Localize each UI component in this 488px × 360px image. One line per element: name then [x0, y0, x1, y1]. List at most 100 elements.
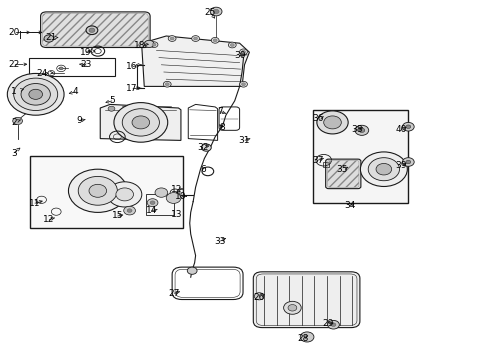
Circle shape: [210, 7, 222, 16]
Circle shape: [300, 332, 313, 342]
Text: 30: 30: [233, 51, 245, 60]
Text: 12: 12: [171, 184, 183, 194]
Circle shape: [13, 117, 22, 125]
Circle shape: [89, 28, 95, 32]
Circle shape: [14, 78, 58, 111]
Text: 35: 35: [336, 165, 347, 174]
Circle shape: [114, 103, 167, 142]
Circle shape: [78, 176, 117, 205]
Circle shape: [213, 39, 217, 42]
Text: 20: 20: [8, 28, 20, 37]
Text: 10: 10: [175, 192, 186, 201]
Circle shape: [191, 36, 199, 41]
Circle shape: [123, 206, 135, 215]
Circle shape: [358, 128, 364, 132]
Bar: [30, 156, 183, 228]
Circle shape: [239, 49, 247, 55]
Polygon shape: [142, 36, 249, 86]
Circle shape: [89, 184, 106, 197]
Circle shape: [166, 193, 181, 203]
Circle shape: [241, 50, 245, 53]
Bar: [29, 58, 115, 76]
Circle shape: [165, 83, 169, 86]
Circle shape: [144, 40, 154, 48]
Text: 14: 14: [145, 206, 157, 215]
Text: 27: 27: [167, 289, 179, 298]
Circle shape: [116, 188, 133, 201]
Text: 18: 18: [133, 40, 145, 49]
Circle shape: [152, 43, 156, 46]
Circle shape: [127, 209, 132, 212]
Bar: [145, 194, 174, 215]
FancyBboxPatch shape: [253, 272, 359, 328]
Text: 34: 34: [343, 201, 355, 210]
Text: 28: 28: [297, 334, 308, 343]
Circle shape: [405, 160, 410, 164]
Circle shape: [147, 199, 158, 207]
Bar: [322, 162, 328, 167]
Circle shape: [211, 37, 219, 43]
Circle shape: [170, 37, 174, 40]
FancyBboxPatch shape: [41, 12, 150, 48]
Circle shape: [68, 169, 127, 212]
Circle shape: [360, 152, 407, 186]
Circle shape: [150, 42, 158, 48]
Circle shape: [283, 301, 301, 314]
Text: 38: 38: [350, 125, 362, 134]
Circle shape: [354, 125, 368, 135]
Text: 4: 4: [73, 87, 79, 96]
Circle shape: [405, 125, 410, 129]
Text: 32: 32: [197, 143, 208, 152]
Circle shape: [402, 158, 413, 166]
Circle shape: [287, 305, 296, 311]
Text: 9: 9: [76, 116, 82, 125]
Circle shape: [254, 293, 264, 300]
Text: 26: 26: [253, 292, 264, 302]
Circle shape: [201, 144, 211, 151]
Text: 5: 5: [109, 96, 115, 105]
Circle shape: [213, 9, 219, 14]
Text: 22: 22: [8, 60, 20, 69]
Polygon shape: [100, 104, 181, 140]
Text: 8: 8: [219, 123, 225, 132]
Circle shape: [132, 116, 149, 129]
Circle shape: [86, 26, 98, 35]
Circle shape: [241, 83, 245, 86]
Text: 1: 1: [11, 87, 17, 96]
Circle shape: [228, 42, 236, 48]
Circle shape: [21, 84, 50, 105]
Circle shape: [316, 111, 347, 134]
Circle shape: [108, 106, 115, 111]
Circle shape: [367, 158, 399, 181]
Text: 33: 33: [214, 237, 225, 246]
Circle shape: [163, 81, 171, 87]
Circle shape: [193, 37, 197, 40]
Text: 13: 13: [171, 210, 183, 219]
Circle shape: [168, 36, 176, 41]
Text: 40: 40: [394, 125, 406, 134]
Text: 16: 16: [126, 62, 138, 71]
FancyBboxPatch shape: [325, 159, 360, 189]
Circle shape: [330, 323, 335, 327]
Circle shape: [402, 122, 413, 131]
Text: 39: 39: [394, 161, 406, 170]
Text: 21: 21: [45, 33, 57, 42]
Text: 37: 37: [311, 156, 323, 165]
Circle shape: [239, 81, 247, 87]
Circle shape: [7, 73, 64, 115]
Text: 2: 2: [11, 118, 17, 127]
Circle shape: [375, 163, 391, 175]
Circle shape: [107, 182, 142, 207]
Circle shape: [122, 109, 159, 136]
Circle shape: [230, 44, 234, 46]
Bar: [312, 110, 407, 203]
Text: 3: 3: [11, 149, 17, 158]
Text: 11: 11: [28, 199, 40, 208]
Text: 12: 12: [43, 215, 55, 224]
Circle shape: [29, 89, 42, 99]
Text: 25: 25: [204, 8, 216, 17]
Text: 24: 24: [36, 69, 47, 78]
Text: 6: 6: [200, 165, 205, 174]
Text: 17: 17: [126, 85, 138, 94]
Text: 7: 7: [217, 107, 223, 116]
